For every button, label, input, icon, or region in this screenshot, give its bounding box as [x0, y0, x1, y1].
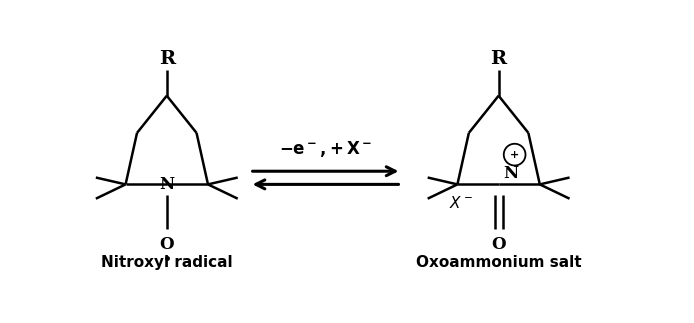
- Text: Oxoammonium salt: Oxoammonium salt: [416, 255, 582, 270]
- Text: $X^-$: $X^-$: [449, 195, 473, 211]
- Text: R: R: [159, 50, 175, 68]
- Text: $\mathbf{-e^-,\!+X^-}$: $\mathbf{-e^-,\!+X^-}$: [279, 139, 372, 159]
- Text: O: O: [160, 236, 174, 253]
- Text: +: +: [510, 150, 519, 160]
- Text: O: O: [491, 236, 506, 253]
- Text: R: R: [491, 50, 507, 68]
- Text: N: N: [503, 164, 518, 182]
- Text: Nitroxyl radical: Nitroxyl radical: [101, 255, 232, 270]
- Text: N: N: [159, 176, 174, 193]
